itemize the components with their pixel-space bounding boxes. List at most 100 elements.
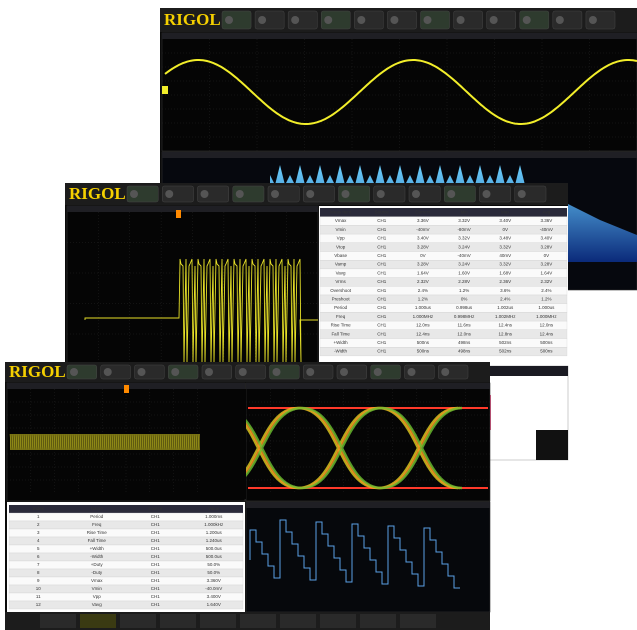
panel [245, 382, 491, 502]
table-cell: 3.32V [499, 262, 511, 267]
table-row [319, 216, 568, 226]
table-cell: Rise Time [87, 530, 108, 535]
table-cell: 1.2% [541, 297, 551, 302]
table-cell: 0% [461, 297, 468, 302]
table-cell: 1.640V [207, 602, 221, 607]
table-cell: 1.000us [415, 305, 432, 310]
signal-trace [81, 433, 84, 451]
table-row [8, 600, 244, 610]
signal-trace [91, 433, 94, 451]
table-cell: 2.4% [541, 288, 551, 293]
table-header-cell: Source [148, 506, 163, 511]
signal-trace [127, 433, 130, 451]
signal-trace [155, 433, 158, 451]
table-cell: CH1 [377, 253, 386, 258]
signal-trace [189, 433, 192, 451]
signal-trace [153, 433, 156, 451]
table-cell: CH1 [151, 546, 160, 551]
table-cell: 3.32V [458, 236, 470, 241]
table-cell: -40mV [540, 227, 553, 232]
table-cell: 1.68V [499, 270, 511, 275]
table-cell: Preshoot [332, 297, 351, 302]
table-cell: 12.8ns [498, 331, 512, 336]
table-header-cell: Avg [543, 210, 551, 215]
table-cell: Overshoot [330, 288, 352, 293]
panel [245, 501, 491, 613]
table-cell: 1.240us [206, 538, 223, 543]
signal-trace [87, 433, 90, 451]
toolbar-icon [130, 190, 138, 198]
table-cell: Vmax [335, 218, 347, 223]
table-cell: -Width [334, 349, 347, 354]
table-row [319, 329, 568, 339]
panel-header [246, 383, 490, 389]
logo: RIGOL [69, 184, 126, 203]
table-header-cell: Name [91, 506, 104, 511]
eye-trace [219, 406, 461, 490]
signal-trace [83, 433, 86, 451]
signal-trace [55, 433, 58, 451]
table-cell: CH1 [377, 305, 386, 310]
toolbar-button [479, 185, 511, 203]
toolbar-icon [200, 190, 209, 198]
table-cell: 0.998us [456, 305, 473, 310]
table-cell: 1.2% [459, 288, 469, 293]
toolbar-icon [271, 190, 279, 198]
side-info [536, 430, 568, 460]
toolbar-icon [522, 16, 531, 24]
table-cell: 1.002us [497, 305, 514, 310]
table-cell: 3.400V [207, 594, 221, 599]
burst-wave [84, 258, 318, 363]
signal-trace [195, 433, 198, 451]
trigger-marker [162, 86, 168, 94]
table-cell: CH1 [377, 218, 386, 223]
toolbar-icon [306, 368, 315, 376]
signal-trace [69, 433, 72, 451]
signal-trace [39, 433, 42, 451]
trigger-marker [176, 210, 181, 218]
table-cell: CH1 [377, 236, 386, 241]
sine-wave [164, 59, 637, 125]
signal-trace [169, 433, 172, 451]
table-cell: 2.4% [418, 288, 428, 293]
signal-trace [171, 433, 174, 451]
table-cell: 1.002MHz [495, 314, 516, 319]
toolbar-icon [390, 16, 399, 24]
table-cell: Vmin [335, 227, 346, 232]
signal-trace [47, 433, 50, 451]
table-cell: Vavg [336, 270, 346, 275]
toolbar-button [387, 10, 417, 30]
signal-trace [133, 433, 136, 451]
table-cell: 2.32V [541, 279, 553, 284]
toolbar-button [420, 10, 450, 30]
signal-trace [141, 433, 144, 451]
signal-trace [53, 433, 56, 451]
table-cell: 1.64V [541, 270, 553, 275]
table-cell: CH1 [151, 570, 160, 575]
table-cell: 3.40V [499, 218, 511, 223]
toolbar-button [552, 10, 583, 30]
signal-trace [111, 433, 114, 451]
toolbar-icon [205, 368, 213, 376]
table-cell: Vrms [335, 279, 346, 284]
toolbar-icon [272, 368, 281, 376]
table-row [319, 260, 568, 270]
table-cell: -Width [90, 554, 103, 559]
table-cell: 12.4ns [498, 323, 512, 328]
signal-trace [181, 433, 184, 451]
signal-trace [109, 433, 112, 451]
toolbar-button [162, 185, 194, 203]
panel [161, 32, 637, 152]
signal-trace [179, 433, 182, 451]
eye-clip [200, 389, 246, 499]
table-cell: 12 [36, 602, 42, 607]
table-header [9, 505, 243, 513]
toolbar-icon [412, 190, 420, 198]
table-row [319, 320, 568, 330]
signal-trace [139, 433, 142, 451]
signal-trace [183, 433, 186, 451]
signal-trace [33, 433, 36, 451]
table-cell: +Duty [91, 562, 104, 567]
panel-header [162, 152, 637, 158]
table-cell: 0V [502, 227, 508, 232]
